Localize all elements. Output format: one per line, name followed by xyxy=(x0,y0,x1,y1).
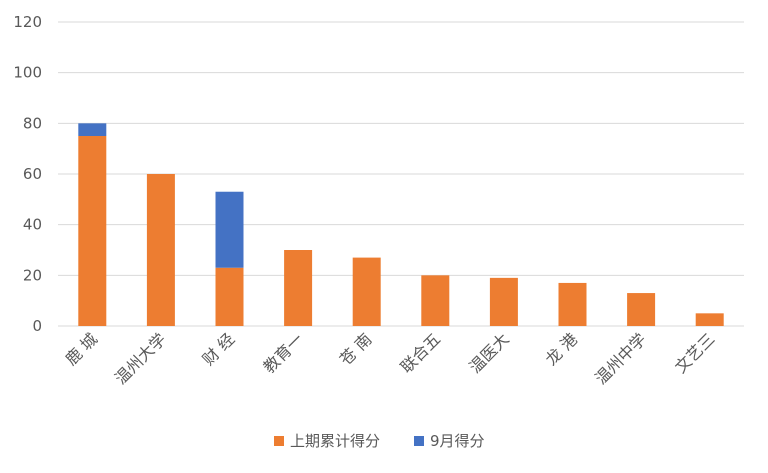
bar-previous-total-7 xyxy=(558,282,587,326)
y-tick-label: 60 xyxy=(23,165,42,183)
y-tick-label: 100 xyxy=(13,64,42,82)
x-tick-label: 教育一 xyxy=(260,329,307,376)
bar-previous-total-1 xyxy=(146,174,175,326)
bar-previous-total-2 xyxy=(215,267,244,326)
y-axis-ticks: 0 20 40 60 80 100 120 xyxy=(13,13,42,335)
y-tick-label: 80 xyxy=(23,114,42,132)
legend-label: 上期累计得分 xyxy=(290,432,380,450)
y-tick-label: 40 xyxy=(23,216,42,234)
x-tick-label: 龙 港 xyxy=(542,329,582,369)
bars xyxy=(78,123,724,326)
legend-swatch xyxy=(414,436,424,446)
bar-previous-total-5 xyxy=(421,275,450,326)
bar-previous-total-9 xyxy=(695,313,724,326)
x-axis-ticks: 鹿 城温州大学财 经教育一苍 南联合五 温医大龙 港温州中学 文艺三 xyxy=(61,329,718,388)
bar-previous-total-4 xyxy=(352,257,381,326)
bar-september-0 xyxy=(78,123,107,136)
y-tick-label: 120 xyxy=(13,13,42,31)
bar-september-2 xyxy=(215,191,244,268)
bar-previous-total-3 xyxy=(284,250,313,326)
x-tick-label: 温医大 xyxy=(465,329,512,376)
x-tick-label: 温州中学 xyxy=(591,329,650,388)
x-tick-label: 鹿 城 xyxy=(61,329,101,369)
x-tick-label: 苍 南 xyxy=(336,329,376,369)
y-tick-label: 0 xyxy=(32,317,42,335)
bar-previous-total-0 xyxy=(78,136,107,326)
x-tick-label: 联合五 xyxy=(397,329,444,376)
legend-swatch xyxy=(274,436,284,446)
bar-previous-total-8 xyxy=(627,293,656,326)
x-tick-label: 文艺三 xyxy=(671,329,718,376)
y-tick-label: 20 xyxy=(23,266,42,284)
legend-label: 9月得分 xyxy=(430,432,485,450)
x-tick-label: 温州大学 xyxy=(111,329,170,388)
legend: 上期累计得分 9月得分 xyxy=(274,432,485,450)
x-tick-label: 财 经 xyxy=(199,329,239,369)
bar-previous-total-6 xyxy=(489,277,518,326)
